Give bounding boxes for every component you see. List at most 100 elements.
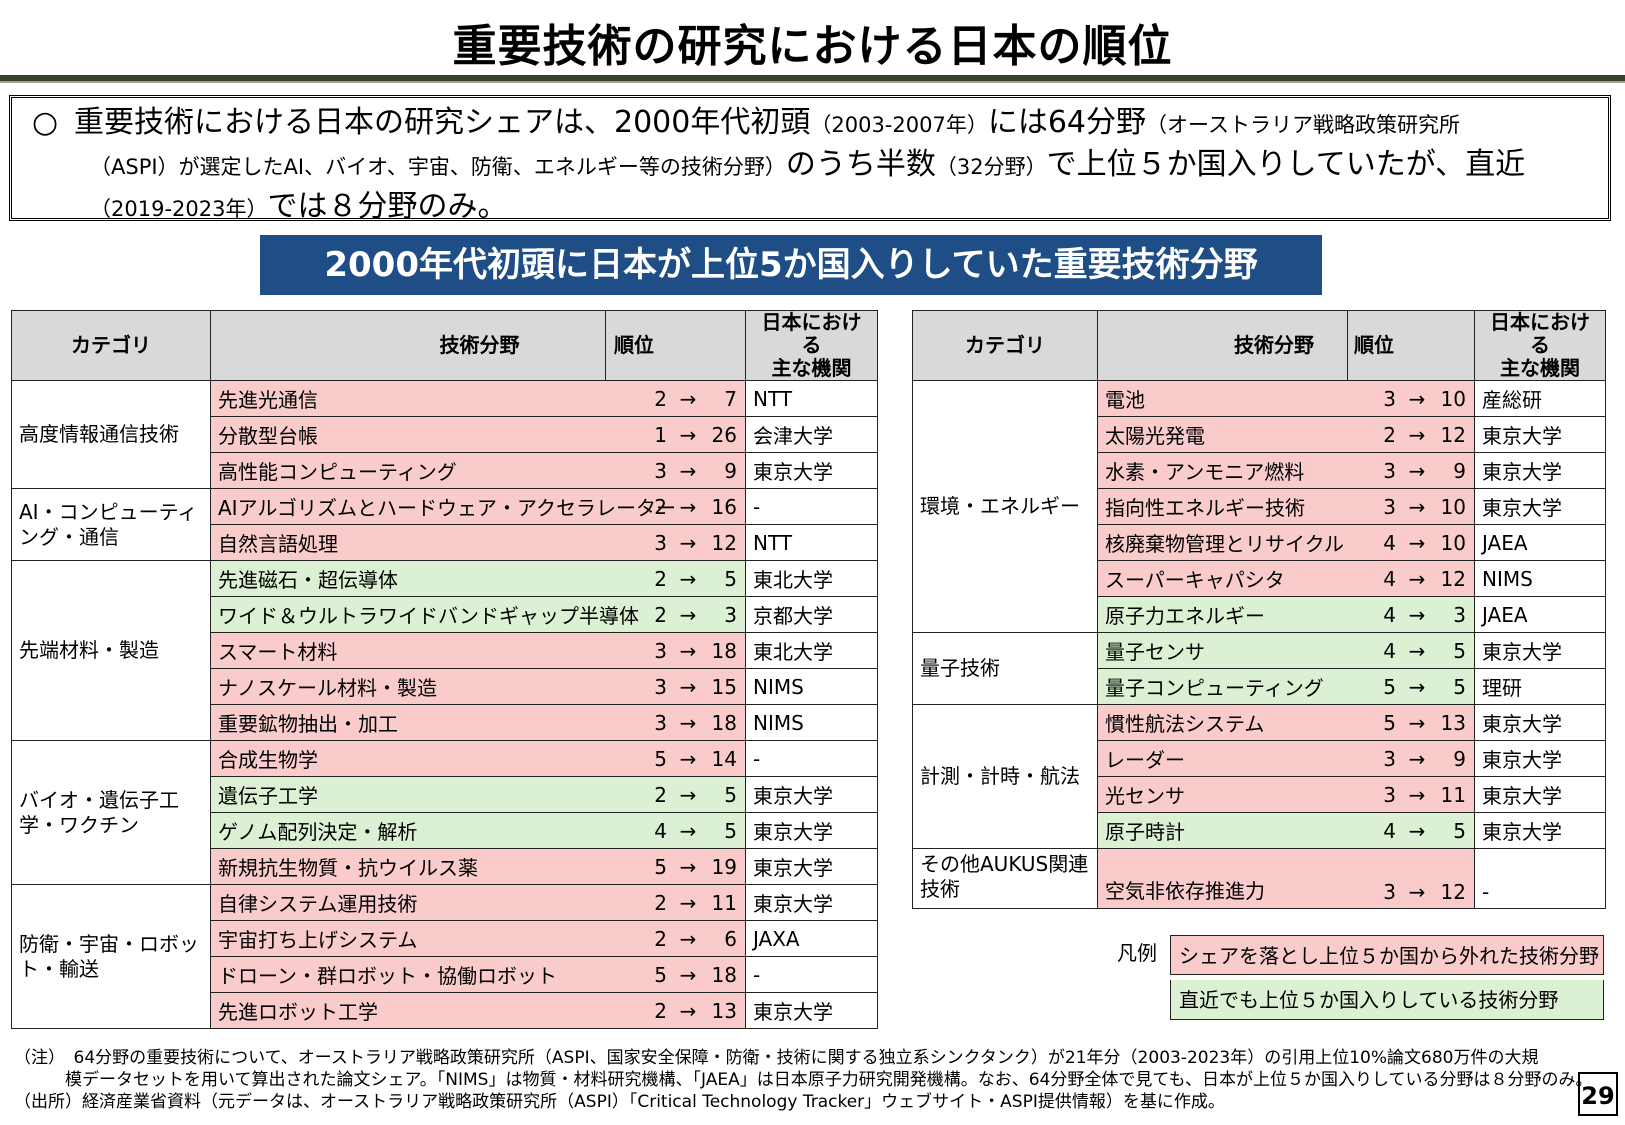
rank-to: 10 (1440, 494, 1466, 519)
rank-to: 15 (711, 674, 737, 699)
rank-from: 2 (654, 890, 667, 915)
rank-from: 4 (1383, 818, 1396, 843)
rank-arrow-icon: → (1408, 494, 1426, 519)
org-cell: - (745, 956, 878, 993)
rank-arrow-icon: → (1408, 818, 1426, 843)
org-cell: 東京大学 (745, 776, 878, 813)
table-row: スマート材料 3 → 18 東北大学 (12, 632, 878, 669)
summary-text: （2019-2023年） (90, 197, 268, 221)
rank-from: 2 (654, 926, 667, 951)
rank-arrow-icon: → (679, 530, 697, 555)
table-row: 量子コンピューティング 5 → 5 理研 (913, 668, 1606, 705)
rank-arrow-icon: → (679, 494, 697, 519)
rank-cell: 3 → 12 (605, 524, 746, 561)
summary-text: では８分野のみ。 (267, 189, 508, 224)
rank-from: 3 (1383, 746, 1396, 771)
rank-cell: 5 → 14 (605, 740, 746, 777)
field-cell: 先進光通信 (210, 380, 606, 417)
header-category: カテゴリ (912, 310, 1098, 381)
header-org-line1: 日本における (1490, 310, 1590, 357)
rank-from: 4 (1383, 602, 1396, 627)
rank-to: 9 (1453, 458, 1466, 483)
rank-from: 3 (654, 638, 667, 663)
field-cell: スーパーキャパシタ (1097, 560, 1348, 597)
rank-arrow-icon: → (679, 926, 697, 951)
rank-to: 10 (1440, 386, 1466, 411)
field-cell: 自然言語処理 (210, 524, 606, 561)
rank-arrow-icon: → (679, 746, 697, 771)
rank-to: 5 (724, 566, 737, 591)
left-tech-table: カテゴリ 技術分野 順位 日本における 主な機関 高度情報通信技術 先進光通信 2 → 7… (11, 310, 878, 1029)
header-org: 日本における 主な機関 (745, 310, 878, 381)
table-row: その他AUKUS関連技術 空気非依存推進力 3 → 12- (912, 848, 1606, 909)
rank-from: 4 (1383, 638, 1396, 663)
field-cell: 太陽光発電 (1097, 416, 1348, 453)
field-cell: 原子時計 (1097, 812, 1348, 849)
rank-from: 4 (654, 818, 667, 843)
table-row: 水素・アンモニア燃料 3 → 9 東京大学 (913, 452, 1606, 489)
table-row: 量子技術 量子センサ 4 → 5 東京大学 (912, 632, 1606, 705)
header-field: 技術分野 (210, 310, 606, 381)
category-cell: AI・コンピューティング・通信 (11, 488, 211, 561)
rank-cell: 3 → 11 (1347, 776, 1475, 813)
page-title: 重要技術の研究における日本の順位 (452, 21, 1173, 72)
rank-arrow-icon: → (679, 818, 697, 843)
rank-arrow-icon: → (679, 566, 697, 591)
table-row: 計測・計時・航法 慣性航法システム 5 → 13 東京大学 (912, 704, 1606, 849)
rank-arrow-icon: → (679, 962, 697, 987)
rank-cell: 4 → 5 (605, 812, 746, 849)
rank-to: 9 (724, 458, 737, 483)
rank-to: 11 (711, 890, 737, 915)
rank-cell: 2 → 11 (605, 884, 746, 921)
field-cell: 自律システム運用技術 (210, 884, 606, 921)
summary-box: ○ 重要技術における日本の研究シェアは、2000年代初頭（2003-2007年）に… (9, 95, 1611, 224)
rank-to: 12 (1440, 422, 1466, 447)
rank-arrow-icon: → (1408, 782, 1426, 807)
rank-to: 5 (724, 782, 737, 807)
legend-red-item: シェアを落とし上位５か国から外れた技術分野 (1170, 935, 1604, 975)
org-cell: 東京大学 (1474, 416, 1606, 453)
org-cell: 東京大学 (1474, 632, 1606, 669)
summary-text: （2003-2007年） (810, 113, 988, 137)
rank-cell: 3 → 10 (1347, 488, 1475, 525)
rank-cell: 4 → 12 (1347, 560, 1475, 597)
table-row: 原子時計 4 → 5 東京大学 (913, 812, 1606, 849)
field-cell: ナノスケール材料・製造 (210, 668, 606, 705)
field-cell: 電池 (1097, 380, 1348, 417)
rank-from: 3 (1383, 782, 1396, 807)
table-row: スーパーキャパシタ 4 → 12 NIMS (913, 560, 1606, 597)
rank-from: 2 (654, 494, 667, 519)
rank-to: 5 (1453, 818, 1466, 843)
rank-cell: 2 → 5 (605, 776, 746, 813)
category-cell: 環境・エネルギー (912, 380, 1098, 633)
rank-from: 3 (1383, 494, 1396, 519)
summary-text: （32分野） (935, 155, 1047, 179)
category-cell: 量子技術 (912, 632, 1098, 705)
org-cell: NIMS (745, 704, 878, 741)
rank-to: 12 (711, 530, 737, 555)
category-cell: 計測・計時・航法 (912, 704, 1098, 849)
rank-from: 2 (654, 782, 667, 807)
header-field: 技術分野 (1097, 310, 1348, 381)
summary-text: で上位５か国入りしていたが、直近 (1046, 147, 1526, 182)
rank-from: 3 (1383, 386, 1396, 411)
field-cell: 重要鉱物抽出・加工 (210, 704, 606, 741)
org-cell: JAXA (745, 920, 878, 957)
summary-text: （ASPI）が選定したAI、バイオ、宇宙、防衛、エネルギー等の技術分野） (90, 155, 786, 179)
rank-arrow-icon: → (679, 998, 697, 1023)
table-row: 核廃棄物管理とリサイクル 4 → 10 JAEA (913, 524, 1606, 561)
field-cell: 量子コンピューティング (1097, 668, 1348, 705)
header-rank: 順位 (1347, 310, 1475, 381)
rank-to: 11 (1440, 782, 1466, 807)
field-cell: ゲノム配列決定・解析 (210, 812, 606, 849)
rank-from: 3 (654, 710, 667, 735)
org-cell: JAEA (1474, 596, 1606, 633)
rank-arrow-icon: → (1408, 422, 1426, 447)
table-row: 指向性エネルギー技術 3 → 10 東京大学 (913, 488, 1606, 525)
table-row: 環境・エネルギー 電池 3 → 10 産総研 (912, 380, 1606, 633)
table-row: ナノスケール材料・製造 3 → 15 NIMS (12, 668, 878, 705)
category-cell: 高度情報通信技術 (11, 380, 211, 489)
rank-cell: 5 → 19 (605, 848, 746, 885)
rank-to: 14 (711, 746, 737, 771)
rank-arrow-icon: → (1408, 638, 1426, 663)
